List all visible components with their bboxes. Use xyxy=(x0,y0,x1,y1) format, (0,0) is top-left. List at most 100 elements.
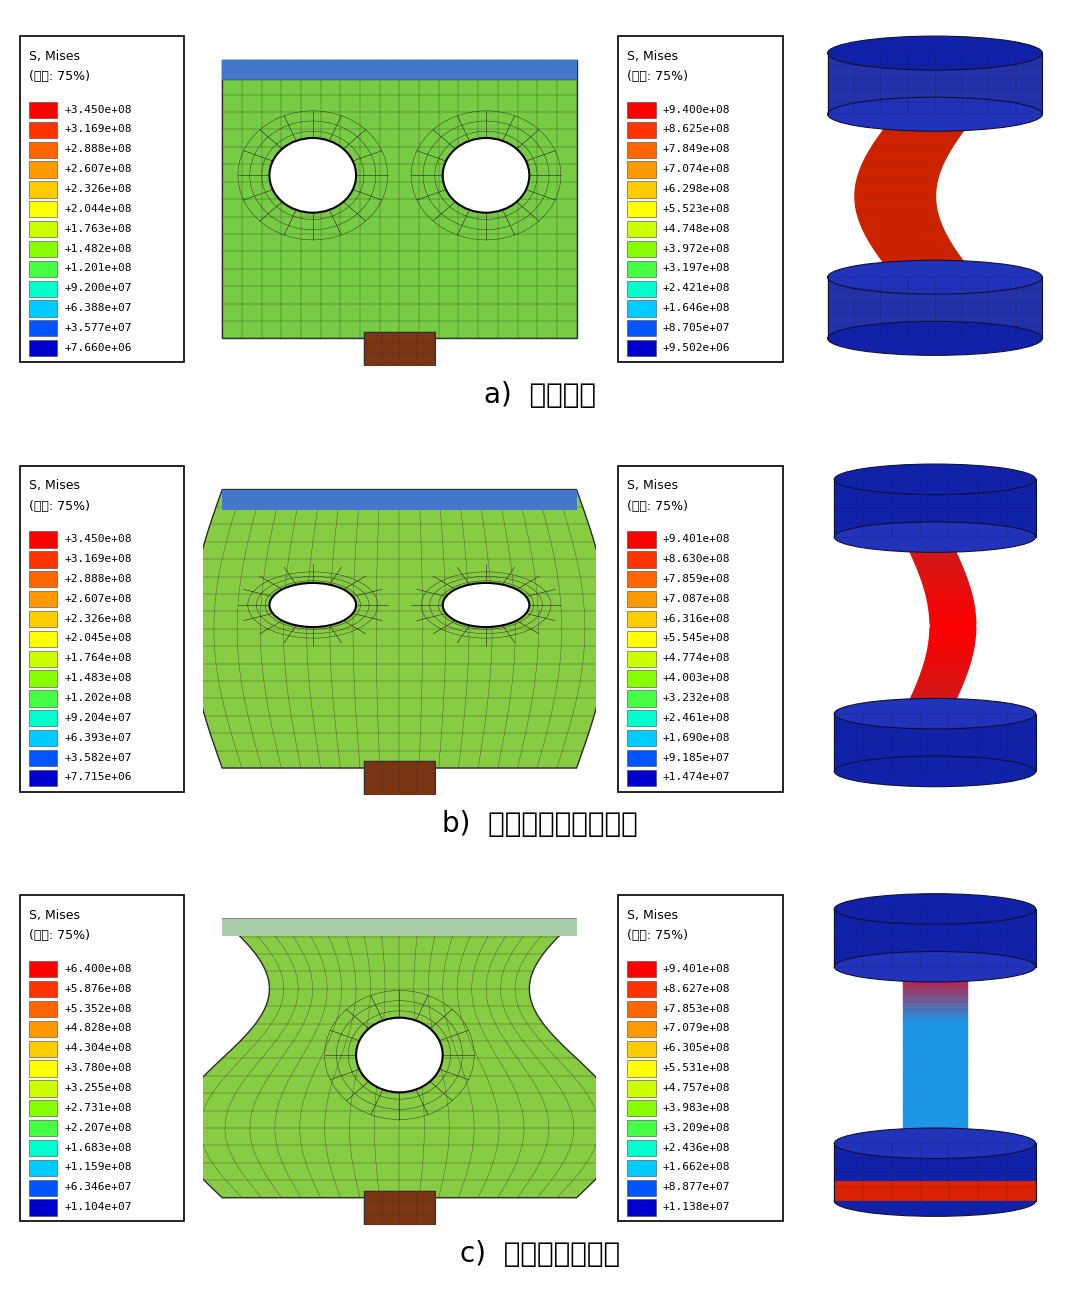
Bar xyxy=(626,1120,656,1137)
Bar xyxy=(626,750,656,766)
Bar xyxy=(29,730,57,746)
Text: +4.304e+08: +4.304e+08 xyxy=(65,1043,132,1054)
Text: +2.461e+08: +2.461e+08 xyxy=(663,713,730,723)
Bar xyxy=(29,260,57,277)
Bar xyxy=(626,220,656,237)
FancyBboxPatch shape xyxy=(834,714,1036,771)
FancyBboxPatch shape xyxy=(618,36,783,362)
Bar xyxy=(29,710,57,727)
Text: +2.326e+08: +2.326e+08 xyxy=(65,613,132,623)
FancyBboxPatch shape xyxy=(827,277,1042,338)
Text: (平均: 75%): (平均: 75%) xyxy=(626,929,688,942)
Text: +2.326e+08: +2.326e+08 xyxy=(65,184,132,194)
Text: +1.690e+08: +1.690e+08 xyxy=(663,732,730,743)
Text: +7.079e+08: +7.079e+08 xyxy=(663,1024,730,1033)
Text: +8.877e+07: +8.877e+07 xyxy=(663,1182,730,1192)
Bar xyxy=(626,551,656,568)
Bar xyxy=(29,1179,57,1196)
Text: +7.853e+08: +7.853e+08 xyxy=(663,1003,730,1013)
Bar xyxy=(29,1001,57,1017)
Text: (平均: 75%): (平均: 75%) xyxy=(29,929,90,942)
Bar xyxy=(29,591,57,608)
Bar xyxy=(29,220,57,237)
Bar xyxy=(626,122,656,137)
Circle shape xyxy=(356,1017,443,1093)
Text: +1.763e+08: +1.763e+08 xyxy=(65,224,132,233)
Text: +7.087e+08: +7.087e+08 xyxy=(663,594,730,604)
Text: +2.888e+08: +2.888e+08 xyxy=(65,574,132,584)
Bar xyxy=(29,770,57,785)
Ellipse shape xyxy=(827,36,1042,70)
FancyBboxPatch shape xyxy=(364,761,435,796)
FancyBboxPatch shape xyxy=(834,1143,1036,1201)
Text: S, Mises: S, Mises xyxy=(626,908,678,921)
Text: +5.545e+08: +5.545e+08 xyxy=(663,634,730,644)
Polygon shape xyxy=(222,490,577,509)
Text: +5.876e+08: +5.876e+08 xyxy=(65,984,132,994)
Text: (平均: 75%): (平均: 75%) xyxy=(29,500,90,513)
Bar xyxy=(626,962,656,977)
Polygon shape xyxy=(175,919,624,1198)
Text: +6.400e+08: +6.400e+08 xyxy=(65,964,132,973)
Text: +8.625e+08: +8.625e+08 xyxy=(663,124,730,135)
Bar xyxy=(626,340,656,356)
Text: +7.660e+06: +7.660e+06 xyxy=(65,343,132,353)
Text: +2.436e+08: +2.436e+08 xyxy=(663,1143,730,1152)
Ellipse shape xyxy=(834,894,1036,924)
Text: +3.983e+08: +3.983e+08 xyxy=(663,1103,730,1113)
Bar xyxy=(29,320,57,337)
Bar xyxy=(626,1139,656,1156)
Text: +6.346e+07: +6.346e+07 xyxy=(65,1182,132,1192)
Bar xyxy=(626,320,656,337)
Text: S, Mises: S, Mises xyxy=(29,480,80,492)
Text: S, Mises: S, Mises xyxy=(29,908,80,921)
Text: +9.400e+08: +9.400e+08 xyxy=(663,105,730,114)
Text: (平均: 75%): (平均: 75%) xyxy=(626,500,688,513)
Bar xyxy=(626,981,656,997)
Text: +3.450e+08: +3.450e+08 xyxy=(65,105,132,114)
Text: +3.577e+07: +3.577e+07 xyxy=(65,323,132,333)
Ellipse shape xyxy=(827,97,1042,131)
Text: +3.197e+08: +3.197e+08 xyxy=(663,263,730,273)
Bar xyxy=(626,1041,656,1056)
Text: +9.502e+06: +9.502e+06 xyxy=(663,343,730,353)
Text: +6.316e+08: +6.316e+08 xyxy=(663,613,730,623)
Text: +3.582e+07: +3.582e+07 xyxy=(65,753,132,762)
FancyBboxPatch shape xyxy=(618,465,783,792)
Text: +5.352e+08: +5.352e+08 xyxy=(65,1003,132,1013)
Bar xyxy=(29,141,57,158)
Bar xyxy=(29,1081,57,1096)
Text: +1.474e+07: +1.474e+07 xyxy=(663,772,730,783)
Bar xyxy=(626,241,656,257)
Bar xyxy=(29,162,57,178)
Text: +9.401e+08: +9.401e+08 xyxy=(663,964,730,973)
FancyBboxPatch shape xyxy=(834,908,1036,967)
Ellipse shape xyxy=(834,1186,1036,1217)
Text: +1.646e+08: +1.646e+08 xyxy=(663,303,730,314)
Text: S, Mises: S, Mises xyxy=(29,49,80,62)
Bar xyxy=(29,1041,57,1056)
FancyBboxPatch shape xyxy=(827,53,1042,114)
Text: +7.859e+08: +7.859e+08 xyxy=(663,574,730,584)
Text: +6.393e+07: +6.393e+07 xyxy=(65,732,132,743)
Bar xyxy=(29,531,57,548)
Text: +3.169e+08: +3.169e+08 xyxy=(65,124,132,135)
Text: +1.482e+08: +1.482e+08 xyxy=(65,244,132,254)
Text: +2.421e+08: +2.421e+08 xyxy=(663,284,730,293)
FancyBboxPatch shape xyxy=(618,896,783,1221)
Text: +1.159e+08: +1.159e+08 xyxy=(65,1163,132,1173)
Bar xyxy=(626,1081,656,1096)
Bar xyxy=(29,750,57,766)
Text: c)  连接板屈曲破坏: c) 连接板屈曲破坏 xyxy=(460,1240,620,1267)
Text: +4.828e+08: +4.828e+08 xyxy=(65,1024,132,1033)
Text: +1.202e+08: +1.202e+08 xyxy=(65,693,132,702)
Bar xyxy=(29,981,57,997)
Bar xyxy=(29,1139,57,1156)
Text: +2.044e+08: +2.044e+08 xyxy=(65,203,132,214)
Text: +3.255e+08: +3.255e+08 xyxy=(65,1083,132,1093)
Text: +9.200e+07: +9.200e+07 xyxy=(65,284,132,293)
Bar xyxy=(626,730,656,746)
Text: +4.003e+08: +4.003e+08 xyxy=(663,673,730,683)
Text: +2.888e+08: +2.888e+08 xyxy=(65,144,132,154)
Bar xyxy=(626,670,656,687)
